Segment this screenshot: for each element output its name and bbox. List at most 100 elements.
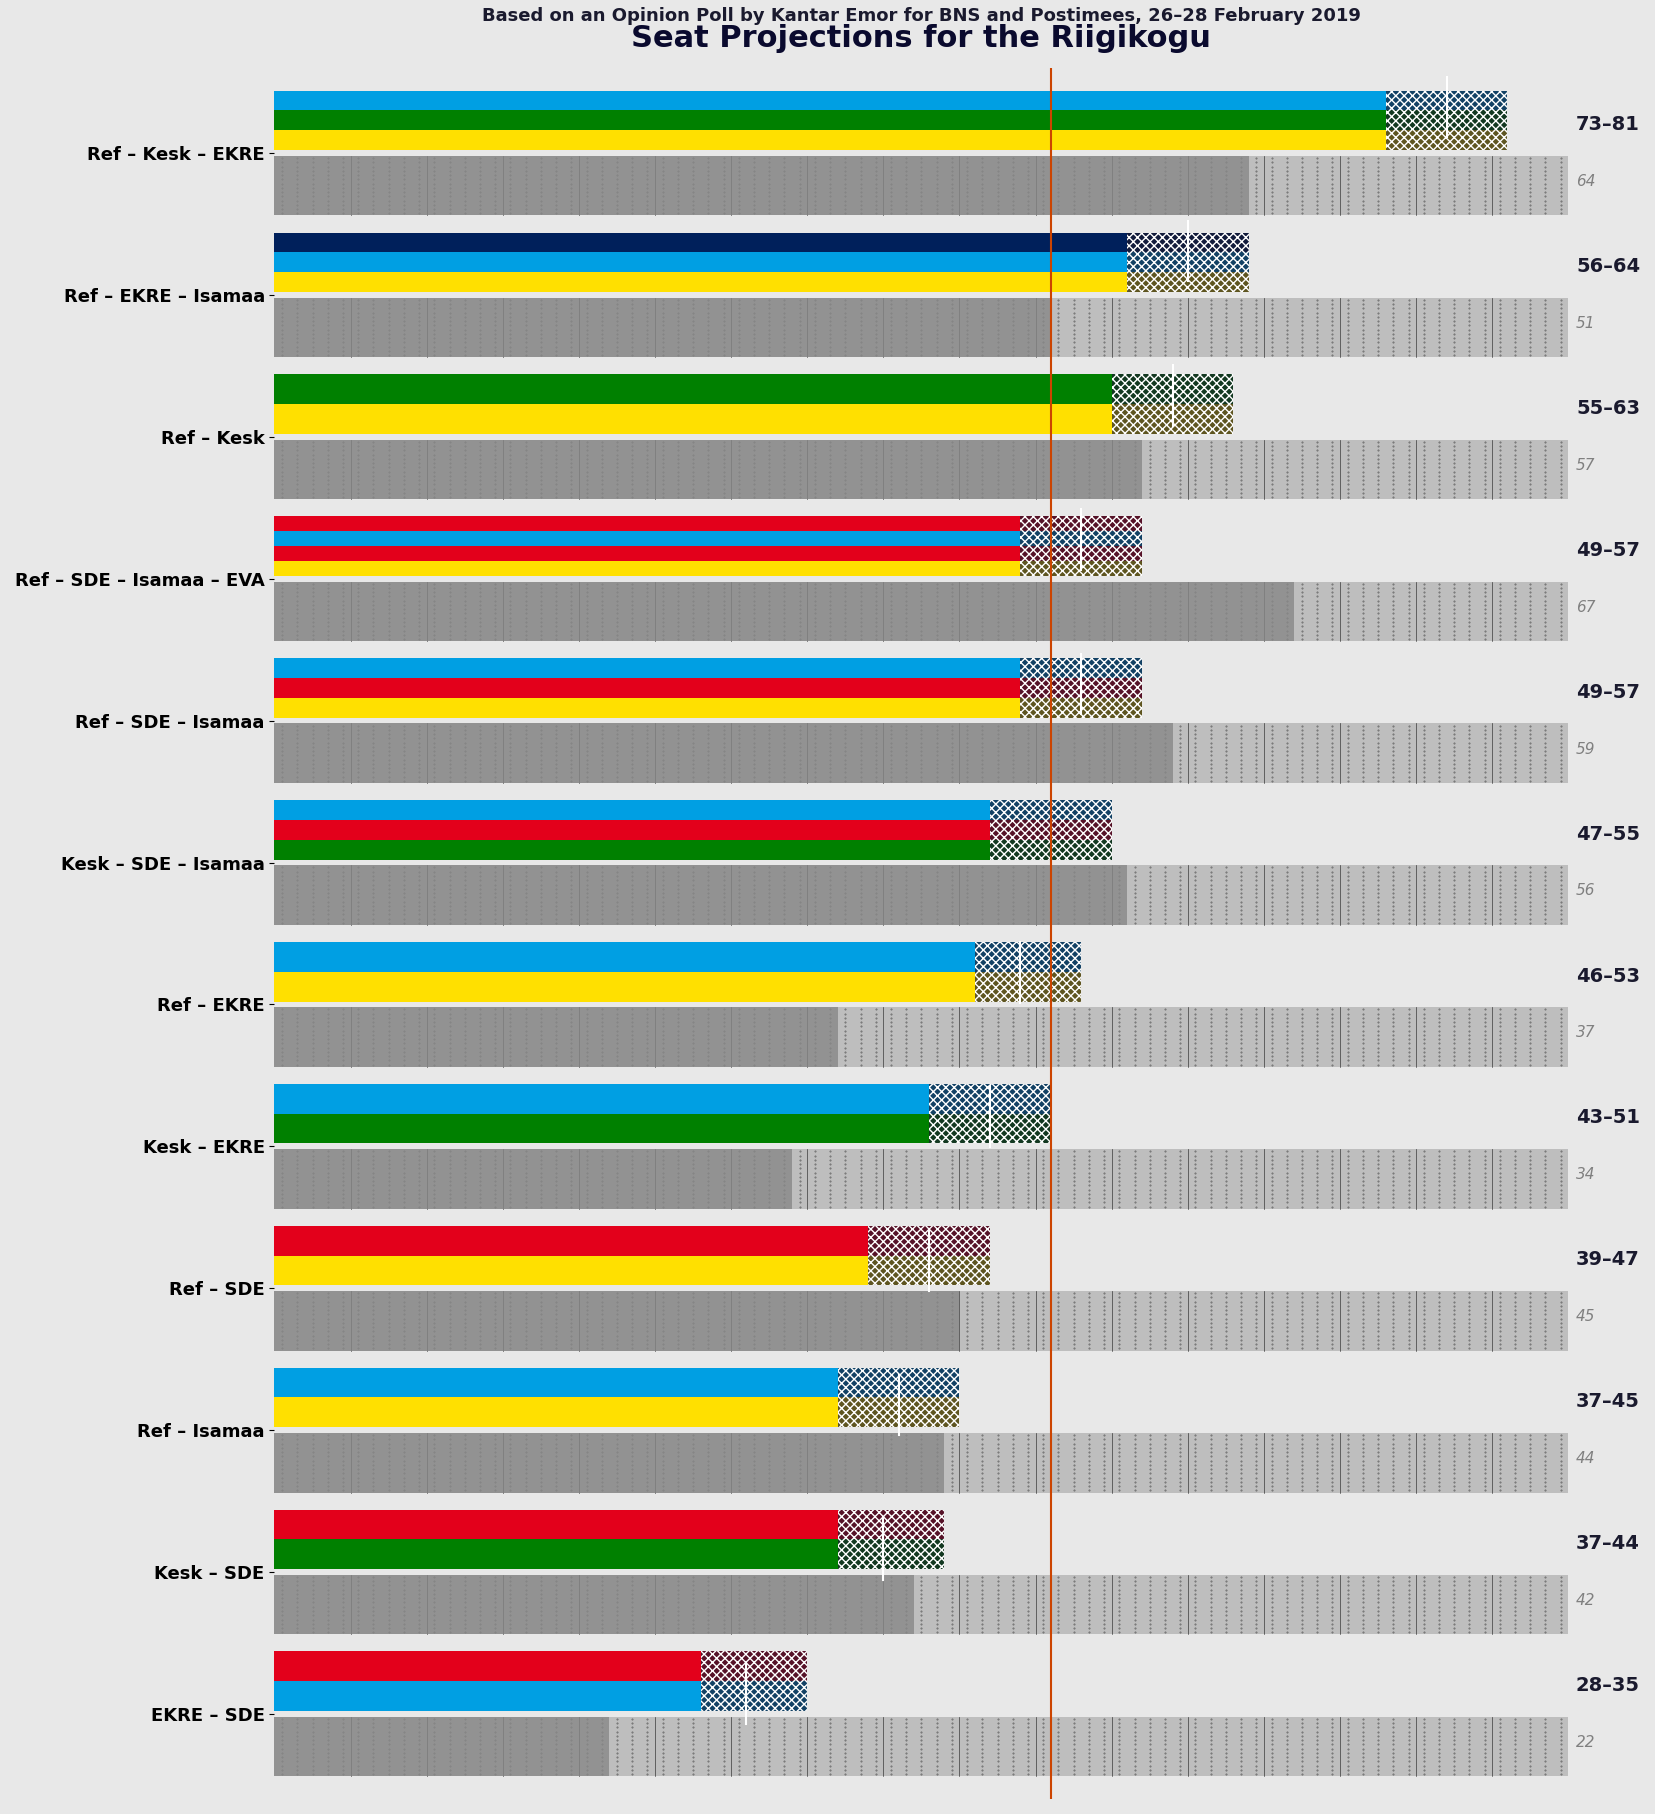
Bar xyxy=(275,840,1112,860)
Bar xyxy=(275,517,1142,532)
Bar xyxy=(275,546,1142,561)
Bar xyxy=(700,1651,808,1711)
Bar xyxy=(275,1433,945,1493)
Bar xyxy=(275,561,1142,575)
Bar xyxy=(275,820,1112,840)
Bar xyxy=(275,865,1127,925)
Bar xyxy=(275,1540,945,1569)
Text: Based on an Opinion Poll by Kantar Emor for BNS and Postimees, 26–28 February 20: Based on an Opinion Poll by Kantar Emor … xyxy=(482,7,1360,25)
Bar xyxy=(990,800,1112,860)
Bar xyxy=(275,724,1172,784)
Bar xyxy=(275,1682,808,1711)
Bar xyxy=(275,439,1142,499)
Bar xyxy=(275,1651,808,1682)
Bar xyxy=(275,405,1233,434)
Bar xyxy=(275,91,1508,111)
Bar xyxy=(275,724,1633,784)
Bar xyxy=(275,1716,609,1776)
Text: 45: 45 xyxy=(1576,1310,1595,1324)
Bar xyxy=(275,1716,1633,1776)
Bar xyxy=(275,698,1142,718)
Bar xyxy=(275,1509,945,1540)
Text: 37: 37 xyxy=(1576,1025,1595,1039)
Text: 42: 42 xyxy=(1576,1593,1595,1607)
Bar xyxy=(275,439,1633,499)
Bar xyxy=(869,1226,990,1286)
Bar xyxy=(869,1226,990,1286)
Text: 64: 64 xyxy=(1576,174,1595,189)
Bar xyxy=(928,1085,1051,1143)
Bar xyxy=(275,374,1233,405)
Bar xyxy=(275,972,1081,1001)
Text: 73–81: 73–81 xyxy=(1576,114,1640,134)
Text: 56: 56 xyxy=(1576,883,1595,898)
Bar xyxy=(275,232,1248,252)
Bar xyxy=(837,1509,945,1569)
Bar xyxy=(1112,374,1233,434)
Text: 37–45: 37–45 xyxy=(1576,1391,1640,1411)
Bar xyxy=(275,1255,990,1286)
Text: 55–63: 55–63 xyxy=(1576,399,1640,417)
Bar xyxy=(1112,374,1233,434)
Text: 59: 59 xyxy=(1576,742,1595,756)
Text: 28–35: 28–35 xyxy=(1576,1676,1640,1694)
Bar xyxy=(275,1114,1051,1143)
Bar xyxy=(275,582,1294,640)
Bar xyxy=(275,658,1142,678)
Bar xyxy=(275,1148,793,1208)
Text: 47–55: 47–55 xyxy=(1576,825,1640,844)
Bar xyxy=(275,1007,837,1067)
Text: 51: 51 xyxy=(1576,316,1595,330)
Bar xyxy=(275,678,1142,698)
Bar xyxy=(275,297,1051,357)
Text: 49–57: 49–57 xyxy=(1576,682,1640,702)
Bar xyxy=(275,156,1248,216)
Text: 44: 44 xyxy=(1576,1451,1595,1466)
Text: 49–57: 49–57 xyxy=(1576,541,1640,561)
Text: 37–44: 37–44 xyxy=(1576,1535,1640,1553)
Bar xyxy=(975,941,1081,1001)
Title: Seat Projections for the Riigikogu: Seat Projections for the Riigikogu xyxy=(632,24,1211,53)
Text: 46–53: 46–53 xyxy=(1576,967,1640,985)
Bar xyxy=(1385,91,1508,151)
Text: 39–47: 39–47 xyxy=(1576,1250,1640,1270)
Bar xyxy=(275,582,1633,640)
Bar xyxy=(1127,232,1248,292)
Bar xyxy=(975,941,1081,1001)
Bar xyxy=(275,1575,1633,1634)
Bar xyxy=(1385,91,1508,151)
Text: 22: 22 xyxy=(1576,1734,1595,1751)
Bar xyxy=(275,1433,1633,1493)
Bar xyxy=(1021,517,1142,575)
Bar xyxy=(275,252,1248,272)
Text: 56–64: 56–64 xyxy=(1576,258,1640,276)
Bar xyxy=(275,532,1142,546)
Text: 57: 57 xyxy=(1576,457,1595,473)
Bar xyxy=(1021,658,1142,718)
Bar xyxy=(837,1368,960,1428)
Bar xyxy=(990,800,1112,860)
Bar xyxy=(275,1292,1633,1351)
Bar xyxy=(275,1007,1633,1067)
Bar xyxy=(275,131,1508,151)
Bar xyxy=(275,1397,960,1428)
Bar xyxy=(275,800,1112,820)
Bar xyxy=(275,272,1248,292)
Bar xyxy=(275,941,1081,972)
Text: 67: 67 xyxy=(1576,600,1595,615)
Bar xyxy=(275,297,1633,357)
Bar xyxy=(275,1148,1633,1208)
Bar xyxy=(275,1085,1051,1114)
Bar xyxy=(275,111,1508,131)
Bar xyxy=(1021,658,1142,718)
Bar xyxy=(928,1085,1051,1143)
Bar xyxy=(275,156,1633,216)
Bar xyxy=(837,1368,960,1428)
Bar xyxy=(1127,232,1248,292)
Text: 43–51: 43–51 xyxy=(1576,1108,1640,1128)
Bar xyxy=(275,1292,960,1351)
Bar xyxy=(275,1226,990,1255)
Bar xyxy=(275,1368,960,1397)
Bar xyxy=(275,1575,914,1634)
Text: 34: 34 xyxy=(1576,1166,1595,1183)
